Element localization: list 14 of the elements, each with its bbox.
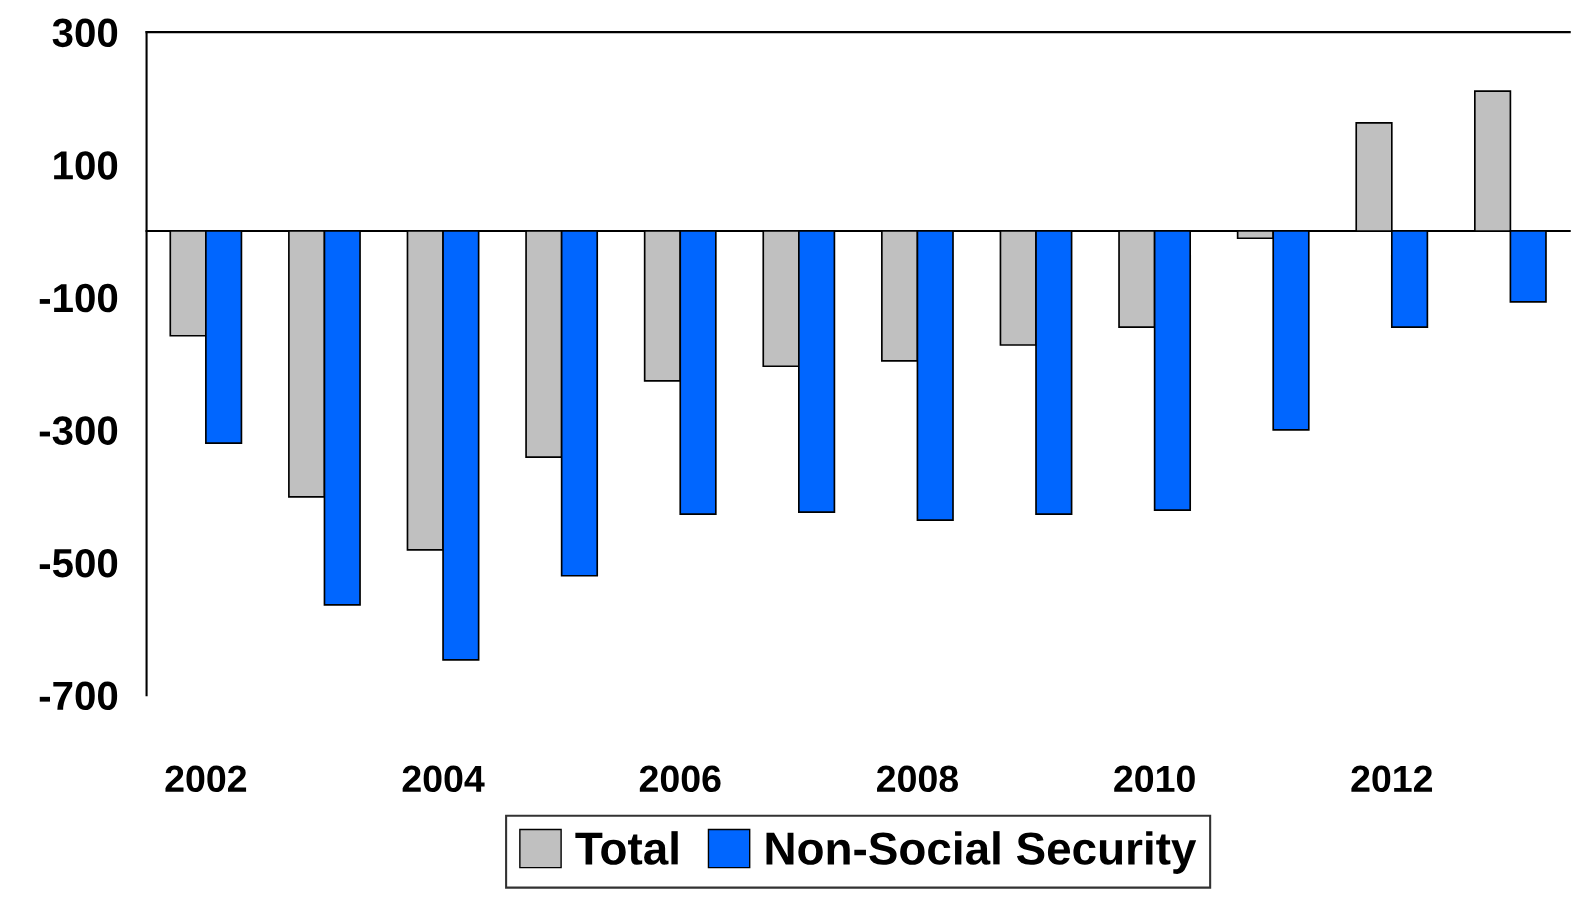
y-tick-label: -300: [39, 416, 118, 445]
x-tick-label: 2004: [402, 765, 485, 793]
x-tick-label: 2010: [1114, 765, 1195, 793]
y-tick-label: 300: [52, 18, 118, 48]
x-tick-label: 2002: [165, 765, 247, 793]
y-tick-label: -700: [39, 681, 118, 711]
y-tick-label: -500: [39, 548, 118, 578]
y-tick-label: 100: [54, 151, 118, 180]
legend-label: Non-Social Security: [766, 831, 1197, 874]
x-tick-label: 2012: [1351, 765, 1433, 793]
x-tick-label: 2008: [877, 765, 958, 793]
x-tick-label: 2006: [639, 765, 721, 793]
y-tick-label: -100: [39, 283, 118, 313]
legend-label: Total: [575, 831, 678, 865]
